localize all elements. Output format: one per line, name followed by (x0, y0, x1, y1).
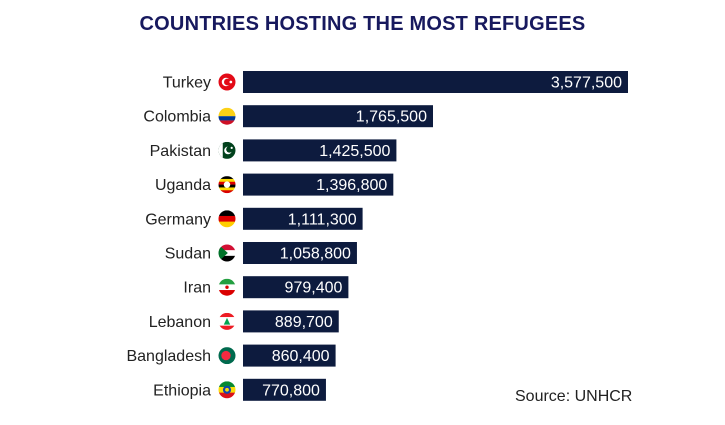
category-label: Germany (145, 211, 211, 228)
bar (243, 276, 349, 299)
category-label: Uganda (155, 177, 211, 194)
data-label: 1,396,800 (316, 177, 387, 194)
bar (243, 344, 336, 367)
uganda-flag-icon (218, 176, 236, 194)
bar (243, 207, 363, 230)
data-label: 1,111,300 (288, 211, 357, 228)
bar-row-ethiopia: Ethiopia 770,800 (153, 378, 326, 401)
bar (243, 105, 433, 128)
bar-row-bangladesh: Bangladesh 860,400 (126, 344, 336, 367)
pakistan-flag-icon (218, 141, 236, 159)
category-label: Turkey (163, 75, 211, 92)
bar (243, 139, 397, 162)
bar (243, 242, 357, 264)
data-label: 1,765,500 (356, 109, 427, 126)
category-label: Sudan (165, 246, 211, 263)
category-label: Lebanon (149, 314, 211, 331)
sudan-flag-icon (218, 244, 236, 262)
data-label: 979,400 (285, 280, 343, 297)
data-label: 860,400 (272, 348, 330, 365)
data-label: 1,058,800 (280, 246, 351, 263)
source-note: Source: UNHCR (515, 388, 633, 405)
ethiopia-flag-icon (218, 381, 236, 399)
data-label: 889,700 (275, 314, 333, 331)
bar-row-colombia: Colombia 1,765,500 (143, 105, 433, 128)
category-label: Colombia (143, 109, 211, 126)
category-label: Pakistan (150, 143, 211, 160)
category-label: Iran (183, 280, 211, 297)
bangladesh-flag-icon (218, 347, 236, 365)
bar-row-turkey: Turkey 3,577,500 (163, 71, 628, 93)
bar (243, 71, 628, 93)
bar-row-pakistan: Pakistan 1,425,500 (150, 139, 397, 162)
bar-row-germany: Germany 1,111,300 (145, 207, 363, 230)
bar-row-iran: Iran 979,400 (183, 276, 349, 299)
turkey-flag-icon (218, 73, 236, 91)
iran-flag-icon (218, 278, 236, 296)
lebanon-flag-icon (218, 312, 236, 330)
bar (243, 310, 339, 333)
bar-row-uganda: Uganda 1,396,800 (155, 173, 394, 196)
data-label: 3,577,500 (551, 75, 622, 92)
data-label: 1,425,500 (319, 143, 390, 160)
category-label: Bangladesh (126, 348, 211, 365)
bar-row-lebanon: Lebanon 889,700 (149, 310, 339, 333)
bar (243, 173, 394, 196)
category-label: Ethiopia (153, 382, 211, 399)
chart-title: COUNTRIES HOSTING THE MOST REFUGEES (139, 13, 586, 35)
germany-flag-icon (218, 210, 236, 228)
bar (243, 378, 326, 401)
bar-row-sudan: Sudan 1,058,800 (165, 242, 357, 264)
data-label: 770,800 (262, 382, 320, 399)
colombia-flag-icon (218, 107, 236, 125)
